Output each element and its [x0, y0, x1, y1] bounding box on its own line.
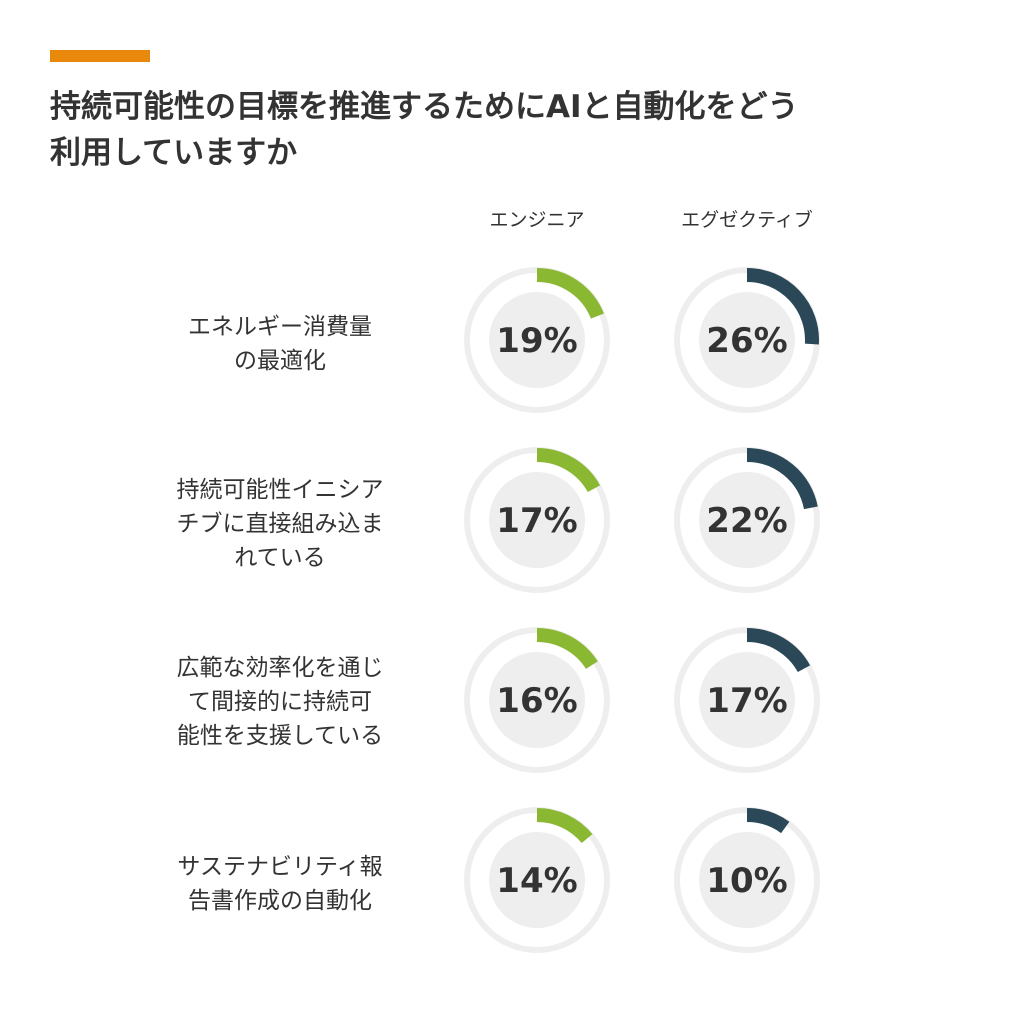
row-label-energy: エネルギー消費量 の最適化: [130, 310, 430, 378]
row-label-line: チブに直接組み込ま: [176, 511, 384, 537]
column-header-engineer: エンジニア: [489, 209, 585, 231]
donut-value-arc: [536, 628, 598, 670]
row-label-line: の最適化: [234, 348, 326, 374]
row-label-line: て間接的に持続可: [188, 689, 372, 715]
row-label-line: エネルギー消費量: [188, 314, 372, 340]
donut-executive-3: 17%: [674, 627, 820, 773]
donut-center: [489, 292, 585, 388]
donut-executive-2: 22%: [674, 447, 820, 593]
donut-value-arc: [746, 268, 819, 345]
title-line-1: 持続可能性の目標を推進するためにAIと自動化をどう: [50, 89, 799, 125]
accent-bar: [50, 50, 150, 62]
donut-value-label: 16%: [496, 681, 577, 721]
row-label-efficiency: 広範な効率化を通じ て間接的に持続可 能性を支援している: [130, 651, 430, 753]
donut-value-label: 26%: [706, 321, 787, 361]
row-label-line: 持続可能性イニシア: [176, 477, 384, 503]
donut-track-ring: [464, 807, 610, 953]
row-label-line: 能性を支援している: [176, 723, 384, 749]
donut-value-arc: [746, 448, 818, 510]
donut-value-label: 17%: [706, 681, 787, 721]
row-label-line: サステナビリティ報: [177, 854, 383, 880]
donut-center: [699, 652, 795, 748]
donut-value-arc: [746, 628, 811, 673]
donut-engineer-2: 17%: [464, 447, 610, 593]
donut-value-arc: [536, 268, 604, 319]
donut-track-ring: [464, 627, 610, 773]
donut-center: [699, 832, 795, 928]
row-label-line: 広範な効率化を通じ: [176, 655, 384, 681]
donut-center: [699, 292, 795, 388]
donut-track-ring: [674, 627, 820, 773]
donut-value-arc: [536, 448, 601, 493]
donut-track-ring: [464, 447, 610, 593]
row-label-line: れている: [234, 545, 326, 571]
row-label-initiatives: 持続可能性イニシア チブに直接組み込ま れている: [130, 473, 430, 575]
donut-engineer-1: 19%: [464, 267, 610, 413]
donut-value-label: 14%: [496, 861, 577, 901]
donut-center: [489, 472, 585, 568]
page-title: 持続可能性の目標を推進するためにAIと自動化をどう 利用していますか: [50, 84, 950, 176]
donut-value-label: 22%: [706, 501, 787, 541]
donut-center: [699, 472, 795, 568]
donut-value-label: 19%: [496, 321, 577, 361]
row-label-reporting: サステナビリティ報 告書作成の自動化: [130, 850, 430, 918]
donut-center: [489, 652, 585, 748]
donut-engineer-3: 16%: [464, 627, 610, 773]
donut-value-arc: [536, 808, 593, 844]
donut-executive-4: 10%: [674, 807, 820, 953]
donut-engineer-4: 14%: [464, 807, 610, 953]
donut-center: [489, 832, 585, 928]
donut-executive-1: 26%: [674, 267, 820, 413]
row-label-line: 告書作成の自動化: [188, 888, 372, 914]
donut-value-label: 17%: [496, 501, 577, 541]
donut-value-arc: [746, 808, 790, 834]
column-header-executive: エグゼクティブ: [681, 209, 813, 231]
title-line-2: 利用していますか: [50, 135, 298, 171]
donut-value-label: 10%: [706, 861, 787, 901]
